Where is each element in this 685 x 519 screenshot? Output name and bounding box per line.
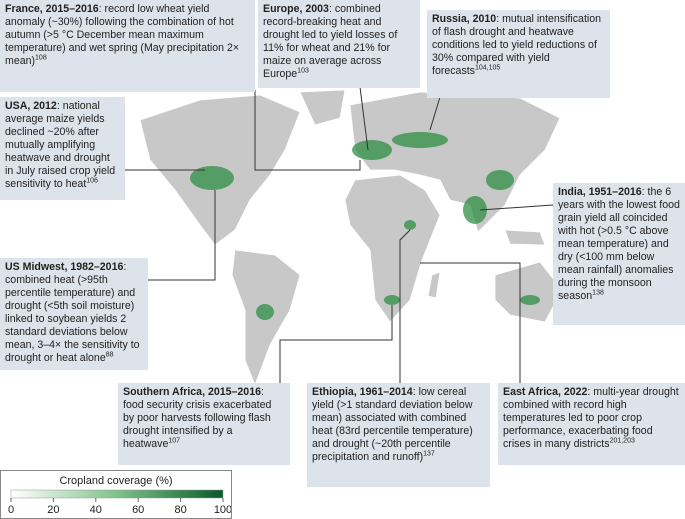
reference: 104,105	[474, 64, 501, 72]
tick-label: 0	[8, 504, 14, 516]
annotation-text: : record low wheat yield anomaly (~30%) …	[5, 3, 240, 67]
annotation: Ethiopia, 1961–2014: low cereal yield (>…	[307, 383, 490, 487]
reference: 201,203	[609, 437, 635, 445]
reference: 108	[35, 54, 47, 62]
tick-label: 20	[47, 504, 59, 516]
annotation-text: : combined heat (>95th percentile temper…	[5, 261, 140, 364]
tick-label: 100	[214, 504, 231, 516]
annotation-title: US Midwest, 1982–2016	[5, 261, 124, 273]
annotation: USA, 2012: national average maize yields…	[0, 97, 125, 200]
annotation-title: Southern Africa, 2015–2016	[123, 386, 261, 398]
tick-label: 40	[90, 504, 102, 516]
legend-title: Cropland coverage (%)	[59, 475, 172, 487]
annotation: Europe, 2003: combined record-breaking h…	[258, 0, 420, 88]
reference: 107	[168, 437, 181, 445]
annotation-title: India, 1951–2016	[558, 186, 642, 198]
reference: 137	[423, 450, 435, 458]
colorbar-ramp	[10, 489, 224, 499]
annotation-title: Europe, 2003	[263, 3, 329, 15]
colorbar: Cropland coverage (%) 0 20 40 60 80 100	[8, 475, 231, 516]
annotation-text: : mutual intensification of flash drough…	[432, 13, 602, 77]
annotation-title: France, 2015–2016	[5, 3, 99, 15]
annotation-text: : multi-year drought combined with recor…	[503, 386, 679, 450]
tick-label: 60	[132, 504, 144, 516]
tick-label: 80	[174, 504, 186, 516]
annotation-title: East Africa, 2022	[503, 386, 588, 398]
landmass	[139, 89, 563, 387]
reference: 88	[105, 351, 114, 359]
reference: 103	[297, 67, 309, 75]
annotation: France, 2015–2016: record low wheat yiel…	[0, 0, 255, 92]
annotation: US Midwest, 1982–2016: combined heat (>9…	[0, 258, 148, 370]
annotation-text: : the 6 years with the lowest food grain…	[558, 186, 680, 302]
annotation-title: Russia, 2010	[432, 13, 497, 25]
annotation-title: USA, 2012	[5, 100, 57, 112]
annotation-text: : low cereal yield (>1 standard deviatio…	[312, 386, 473, 463]
cropland	[190, 132, 540, 320]
annotation-text: : combined record-breaking heat and drou…	[263, 3, 398, 80]
reference: 138	[592, 289, 604, 297]
annotation-text: : food security crisis exacerbated by po…	[123, 386, 272, 450]
legend: Cropland coverage (%) 0 20 40 60 80 100	[0, 470, 232, 519]
reference: 106	[86, 177, 98, 185]
annotation-title: Ethiopia, 1961–2014	[312, 386, 413, 398]
annotation: East Africa, 2022: multi-year drought co…	[498, 383, 685, 465]
annotation: Russia, 2010: mutual intensification of …	[427, 10, 610, 98]
connectors	[125, 86, 554, 383]
annotation: India, 1951–2016: the 6 years with the l…	[553, 183, 685, 325]
annotation-text: : national average maize yields declined…	[5, 100, 116, 190]
annotation: Southern Africa, 2015–2016: food securit…	[118, 383, 290, 465]
